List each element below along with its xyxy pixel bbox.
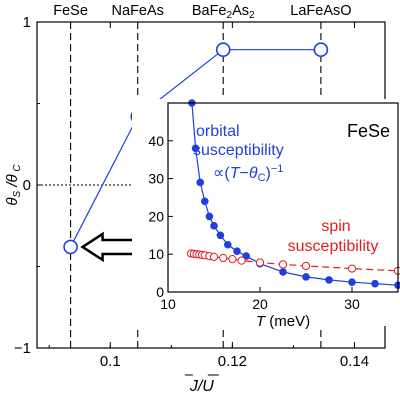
spin-label-line1: spin bbox=[321, 218, 350, 235]
main-xtick-label-1: 0.12 bbox=[218, 353, 247, 370]
material-labels: FeSe NaFeAs BaFe2As2 LaFeAsO bbox=[53, 3, 351, 21]
material-label-0: FeSe bbox=[53, 3, 88, 19]
main-ytick-label-1: 0 bbox=[23, 177, 31, 194]
inset-title: FeSe bbox=[347, 121, 390, 141]
inset-point-0-16 bbox=[394, 281, 400, 289]
inset-point-0-7 bbox=[224, 240, 232, 249]
spin-label-line2: susceptibility bbox=[288, 238, 379, 255]
main-point-3 bbox=[313, 42, 329, 58]
main-ytick-label-2: 1 bbox=[23, 14, 31, 31]
inset-xtick-label-1: 20 bbox=[252, 296, 268, 312]
inset-ytick-label-1: 10 bbox=[148, 246, 164, 262]
inset-point-0-13 bbox=[325, 276, 333, 284]
main-y-axis-label: θS /θ C bbox=[4, 164, 23, 206]
inset-ytick-label-3: 30 bbox=[148, 171, 164, 187]
inset-annotations: FeSe orbital susceptibility ∝(T−θC)−1 spin su… bbox=[193, 121, 390, 255]
main-x-axis-label: J/U bbox=[189, 378, 214, 395]
main-point-0 bbox=[63, 239, 78, 255]
inset-point-1-10 bbox=[237, 256, 246, 265]
inset-plot-frame bbox=[167, 102, 399, 293]
orbital-formula: ∝(T−θC)−1 bbox=[213, 163, 283, 184]
inset-ytick-label-0: 0 bbox=[156, 284, 164, 300]
material-label-1: NaFeAs bbox=[112, 3, 164, 19]
orbital-label-line1: orbital bbox=[196, 123, 240, 140]
orbital-label-line2: susceptibility bbox=[193, 142, 284, 159]
main-point-2 bbox=[215, 42, 231, 58]
material-label-2: BaFe2As2 bbox=[192, 3, 255, 21]
inset-point-0-6 bbox=[216, 231, 225, 240]
inset-point-0-8 bbox=[233, 247, 241, 255]
inset-ytick-label-4: 40 bbox=[148, 133, 164, 149]
inset-point-0-15 bbox=[371, 279, 379, 288]
inset-point-1-14 bbox=[347, 264, 357, 273]
inset-point-0-2 bbox=[196, 178, 204, 187]
main-xtick-label-2: 0.14 bbox=[340, 353, 369, 370]
main-xtick-label-0: 0.1 bbox=[100, 353, 121, 370]
inset-ytick-label-2: 20 bbox=[148, 208, 164, 224]
inset-point-0-11 bbox=[279, 268, 287, 276]
inset-point-0-1 bbox=[191, 144, 200, 153]
material-label-3: LaFeAsO bbox=[290, 3, 351, 19]
inset-x-axis-label: T (meV) bbox=[256, 313, 310, 330]
main-ytick-label-0: −1 bbox=[14, 340, 31, 357]
inset-point-1-7 bbox=[209, 252, 219, 261]
inset-point-0-14 bbox=[348, 278, 356, 286]
inset-point-0-4 bbox=[205, 212, 214, 221]
inset-point-0-12 bbox=[302, 273, 310, 281]
inset-point-0-3 bbox=[201, 197, 209, 206]
inset-xtick-label-2: 30 bbox=[344, 296, 360, 312]
inset-background bbox=[132, 99, 400, 326]
inset-point-1-12 bbox=[278, 260, 288, 269]
inset-point-1-15 bbox=[393, 266, 400, 275]
inset-point-1-9 bbox=[228, 255, 237, 264]
inset-series bbox=[186, 99, 400, 289]
main-axis-labels: 0.1 0.12 0.14 −1 0 1 bbox=[14, 14, 369, 376]
inset-point-1-11 bbox=[255, 258, 265, 267]
inset-xtick-label-0: 10 bbox=[160, 296, 176, 312]
inset-point-0-5 bbox=[210, 222, 218, 230]
main-series-line bbox=[70, 49, 321, 248]
inset-point-1-13 bbox=[301, 261, 311, 271]
inset-point-0-9 bbox=[242, 252, 250, 260]
inset-point-1-8 bbox=[219, 253, 228, 263]
